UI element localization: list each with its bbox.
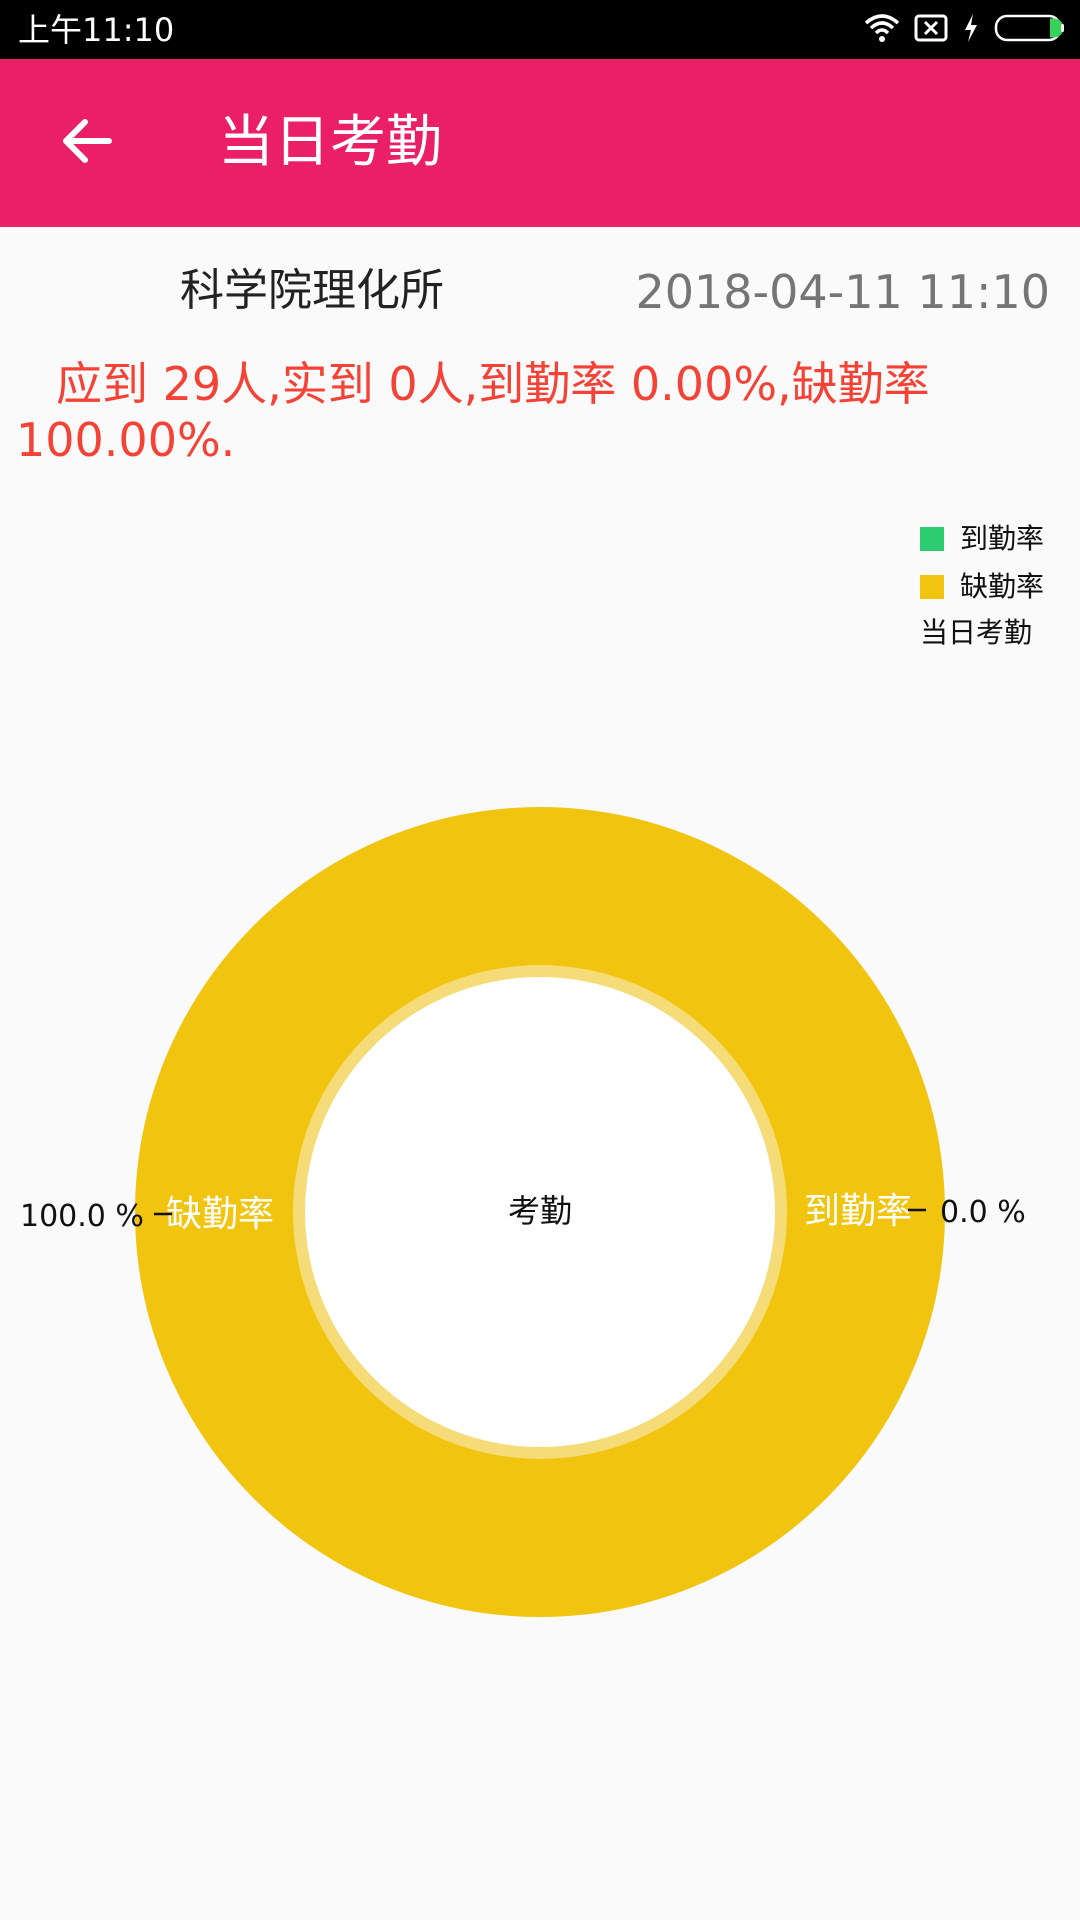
donut-center-label: 考勤 xyxy=(508,1192,572,1230)
status-bar: 上午11:10 xyxy=(0,0,1080,59)
page-title: 当日考勤 xyxy=(218,110,442,175)
legend-label-attendance: 到勤率 xyxy=(960,522,1045,555)
legend-swatch-absence xyxy=(920,575,944,599)
status-icons xyxy=(864,10,1066,50)
slice-label-attendance: 到勤率 xyxy=(804,1191,912,1232)
no-sim-icon xyxy=(914,13,948,47)
legend-label-absence: 缺勤率 xyxy=(960,570,1045,603)
chart-legend: 到勤率 缺勤率 当日考勤 xyxy=(920,515,1070,653)
charging-icon xyxy=(962,13,980,47)
slice-value-attendance: 0.0 % xyxy=(940,1195,1026,1230)
attendance-donut-chart: 考勤 缺勤率 到勤率 100.0 % 0.0 % xyxy=(20,807,1026,1617)
legend-item-absence: 缺勤率 xyxy=(920,563,1070,611)
report-datetime: 2018-04-11 11:10 xyxy=(635,265,1050,319)
app-bar: 当日考勤 xyxy=(0,59,1080,227)
arrow-back-icon xyxy=(59,114,113,172)
status-time: 上午11:10 xyxy=(18,11,175,49)
slice-label-absence: 缺勤率 xyxy=(166,1194,274,1235)
wifi-icon xyxy=(864,13,900,47)
legend-swatch-attendance xyxy=(920,527,944,551)
donut-hole xyxy=(305,977,775,1447)
legend-title: 当日考勤 xyxy=(920,616,1033,649)
battery-icon xyxy=(994,13,1066,47)
slice-value-absence: 100.0 % xyxy=(20,1199,144,1234)
legend-item-attendance: 到勤率 xyxy=(920,515,1070,563)
organization-name: 科学院理化所 xyxy=(180,265,444,316)
attendance-summary: 应到 29人,实到 0人,到勤率 0.00%,缺勤率 100.00%. xyxy=(16,357,930,467)
back-button[interactable] xyxy=(42,99,130,187)
